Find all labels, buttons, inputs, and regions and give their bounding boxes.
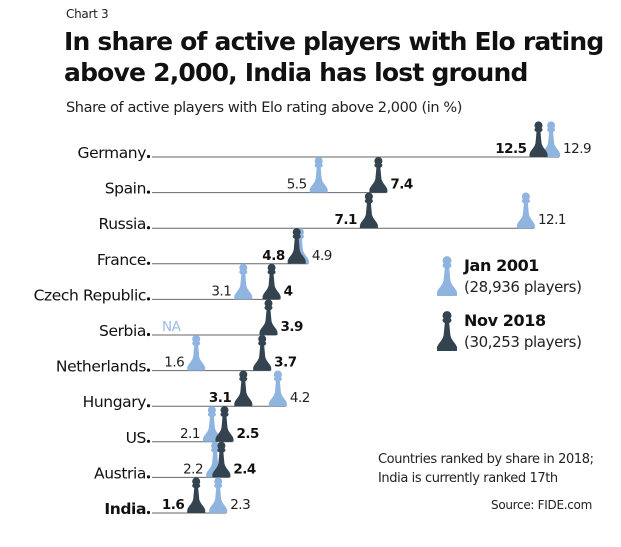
category-dot-us bbox=[146, 439, 151, 443]
value-label-nov-2018-serbia: 3.9 bbox=[280, 319, 303, 335]
category-label-india: India bbox=[104, 500, 146, 518]
category-dot-czech-republic bbox=[146, 297, 151, 301]
pawn-nov-2018-spain bbox=[369, 156, 388, 193]
value-label-jan-2001-france: 4.9 bbox=[312, 248, 332, 264]
pawn-nov-2018-hungary bbox=[234, 370, 253, 407]
legend-label-nov-2018: Nov 2018 bbox=[464, 311, 546, 330]
value-label-nov-2018-france: 4.8 bbox=[262, 248, 285, 264]
value-label-nov-2018-austria: 2.4 bbox=[233, 461, 256, 477]
chart-title-line-2: above 2,000, India has lost ground bbox=[64, 58, 528, 87]
category-dot-hungary bbox=[146, 404, 151, 408]
category-dot-spain bbox=[146, 190, 151, 194]
category-dot-austria bbox=[146, 475, 151, 479]
category-label-spain: Spain bbox=[105, 180, 146, 198]
pawn-jan-2001-germany bbox=[542, 121, 561, 157]
category-dot-netherlands bbox=[146, 368, 151, 372]
category-label-austria: Austria bbox=[94, 464, 146, 482]
chart-title: In share of active players with Elo rati… bbox=[64, 26, 621, 88]
legend-sublabel-jan-2001: (28,936 players) bbox=[464, 278, 582, 296]
category-label-germany: Germany bbox=[78, 144, 147, 162]
category-label-france: France bbox=[97, 251, 146, 269]
ranking-note-line-1: Countries ranked by share in 2018; bbox=[378, 452, 594, 467]
category-dot-germany bbox=[146, 154, 151, 159]
chart-kicker: Chart 3 bbox=[66, 7, 109, 21]
legend-pawn-jan-2001-icon bbox=[437, 256, 457, 296]
pawn-nov-2018-russia bbox=[359, 192, 378, 229]
value-label-nov-2018-india: 1.6 bbox=[162, 497, 185, 513]
pawn-nov-2018-france bbox=[287, 228, 306, 264]
value-label-nov-2018-us: 2.5 bbox=[237, 426, 260, 442]
value-label-nov-2018-germany: 12.5 bbox=[495, 141, 526, 157]
pawn-jan-2001-russia bbox=[516, 192, 535, 229]
pawn-nov-2018-austria bbox=[212, 441, 231, 478]
category-label-netherlands: Netherlands bbox=[56, 358, 146, 376]
category-label-serbia: Serbia bbox=[99, 322, 146, 340]
value-label-nov-2018-czech-republic: 4 bbox=[284, 283, 293, 299]
value-label-nov-2018-hungary: 3.1 bbox=[209, 390, 232, 406]
category-label-us: US bbox=[126, 429, 146, 447]
value-label-jan-2001-netherlands: 1.6 bbox=[164, 355, 184, 371]
pawn-nov-2018-germany bbox=[529, 121, 548, 157]
pawn-nov-2018-serbia bbox=[259, 299, 278, 335]
pawn-jan-2001-india bbox=[209, 477, 228, 513]
category-dot-russia bbox=[146, 226, 151, 230]
pawn-jan-2001-hungary bbox=[268, 370, 287, 407]
pawn-jan-2001-czech-republic bbox=[234, 263, 253, 300]
ranking-note-line-2: India is currently ranked 17th bbox=[378, 471, 558, 486]
category-label-czech-republic: Czech Republic bbox=[34, 286, 146, 304]
pawn-nov-2018-india bbox=[187, 477, 206, 513]
legend-sublabel-nov-2018: (30,253 players) bbox=[464, 333, 582, 351]
chart-subtitle: Share of active players with Elo rating … bbox=[66, 100, 462, 116]
pawn-jan-2001-us bbox=[202, 406, 221, 442]
ranking-note: Countries ranked by share in 2018; India… bbox=[378, 450, 594, 488]
value-label-jan-2001-russia: 12.1 bbox=[538, 212, 566, 228]
value-label-nov-2018-netherlands: 3.7 bbox=[274, 355, 297, 371]
value-label-jan-2001-us: 2.1 bbox=[180, 426, 200, 442]
category-label-hungary: Hungary bbox=[83, 393, 147, 411]
value-label-jan-2001-hungary: 4.2 bbox=[290, 390, 310, 406]
chart-title-line-1: In share of active players with Elo rati… bbox=[64, 27, 604, 56]
pawn-nov-2018-netherlands bbox=[253, 334, 272, 371]
category-dot-france bbox=[146, 261, 151, 265]
value-label-jan-2001-austria: 2.2 bbox=[183, 461, 203, 477]
value-label-jan-2001-serbia: NA bbox=[162, 319, 182, 335]
source-credit: Source: FIDE.com bbox=[491, 498, 592, 512]
category-dot-india bbox=[146, 510, 151, 515]
category-dot-serbia bbox=[146, 332, 151, 337]
pawn-jan-2001-spain bbox=[309, 156, 328, 193]
value-label-nov-2018-spain: 7.4 bbox=[390, 177, 413, 193]
legend-label-jan-2001: Jan 2001 bbox=[464, 256, 540, 275]
pawn-nov-2018-czech-republic bbox=[262, 263, 281, 300]
category-label-russia: Russia bbox=[99, 215, 146, 233]
value-label-jan-2001-spain: 5.5 bbox=[287, 177, 307, 193]
value-label-jan-2001-czech-republic: 3.1 bbox=[211, 283, 231, 299]
value-label-jan-2001-germany: 12.9 bbox=[563, 141, 591, 157]
value-label-nov-2018-russia: 7.1 bbox=[335, 212, 358, 228]
pawn-jan-2001-netherlands bbox=[187, 334, 206, 371]
legend-pawn-nov-2018-icon bbox=[437, 311, 457, 351]
pawn-nov-2018-us bbox=[215, 406, 234, 442]
value-label-jan-2001-india: 2.3 bbox=[230, 497, 250, 513]
